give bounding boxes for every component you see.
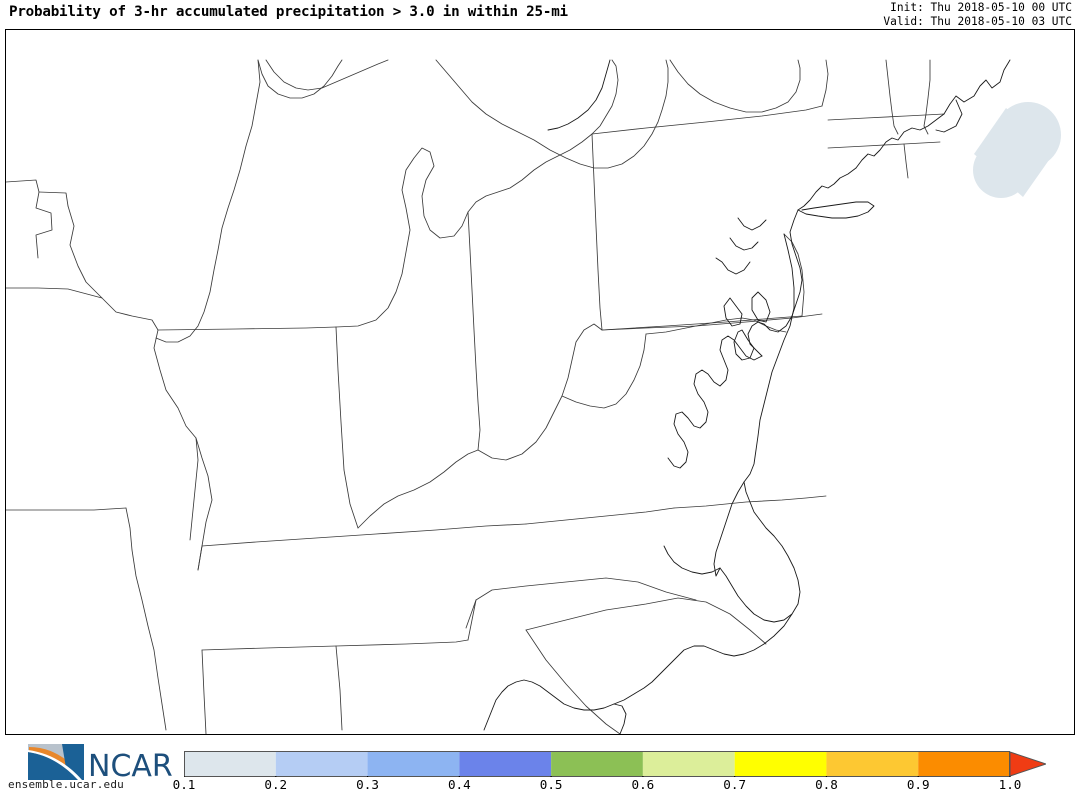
colorbar-tick-labels: 0.1 0.2 0.3 0.4 0.5 0.6 0.7 0.8 0.9 1.0 [173,777,1046,797]
colorbar[interactable]: 0.1 0.2 0.3 0.4 0.5 0.6 0.7 0.8 0.9 1.0 [173,751,1046,799]
header-bar: Probability of 3-hr accumulated precipit… [0,0,1080,28]
colorbar-tick-label-0.9: 0.9 [906,777,930,792]
logo-blue-tail [62,744,84,780]
colorbar-outline [184,751,1010,777]
colorbar-segment-0.3-0.4 [367,752,460,776]
colorbar-segment-0.7-0.8 [734,752,827,776]
ncar-url-label[interactable]: ensemble.ucar.edu [8,778,124,791]
page-title: Probability of 3-hr accumulated precipit… [9,4,568,20]
map-canvas[interactable] [6,30,1074,734]
colorbar-tick-label-0.7: 0.7 [723,777,747,792]
footer-bar: NCAR ensemble.ucar.edu 0.1 0.2 0.3 0.4 0.5 0.… [0,736,1080,800]
colorbar-ticks [184,776,1011,777]
colorbar-segment-0.8-0.9 [826,752,919,776]
logo-white-swoosh [28,750,82,780]
colorbar-svg[interactable] [184,751,1046,777]
ncar-logo-svg: NCAR [28,744,173,784]
ncar-logo[interactable]: NCAR [4,740,176,798]
colorbar-tick-label-0.6: 0.6 [631,777,655,792]
valid-time-label: Valid: Thu 2018-05-10 03 UTC [883,14,1072,28]
init-time-label: Init: Thu 2018-05-10 00 UTC [890,1,1072,14]
logo-blue-wedge [28,752,79,780]
colorbar-segment-0.1-0.2 [184,752,276,776]
colorbar-segments [184,752,1010,776]
colorbar-segment-0.5-0.6 [551,752,643,776]
colorbar-tick-label-1.0: 1.0 [998,777,1022,792]
ncar-wordmark: NCAR [88,749,173,784]
colorbar-segment-0.2-0.3 [275,752,368,776]
colorbar-tick-label-0.5: 0.5 [539,777,563,792]
colorbar-overflow-arrow [1009,751,1046,777]
forecast-timestamps: Init: Thu 2018-05-10 00 UTC Valid: Thu 2… [883,1,1072,28]
map-panel[interactable] [5,29,1075,735]
colorbar-tick-label-0.2: 0.2 [264,777,288,792]
probability-shading-layer [973,102,1061,198]
colorbar-tick-label-0.4: 0.4 [447,777,471,792]
colorbar-tick-label-0.8: 0.8 [815,777,838,792]
colorbar-segment-0.9-1.0 [918,752,1010,776]
colorbar-segment-0.4-0.5 [459,752,552,776]
colorbar-segment-0.6-0.7 [642,752,735,776]
state-boundaries-layer [6,59,945,734]
colorbar-tick-label-0.3: 0.3 [356,777,379,792]
contour-blob-0.1 [973,102,1061,198]
coastline-layer [483,59,1011,734]
colorbar-tick-label-0.1: 0.1 [172,777,196,792]
